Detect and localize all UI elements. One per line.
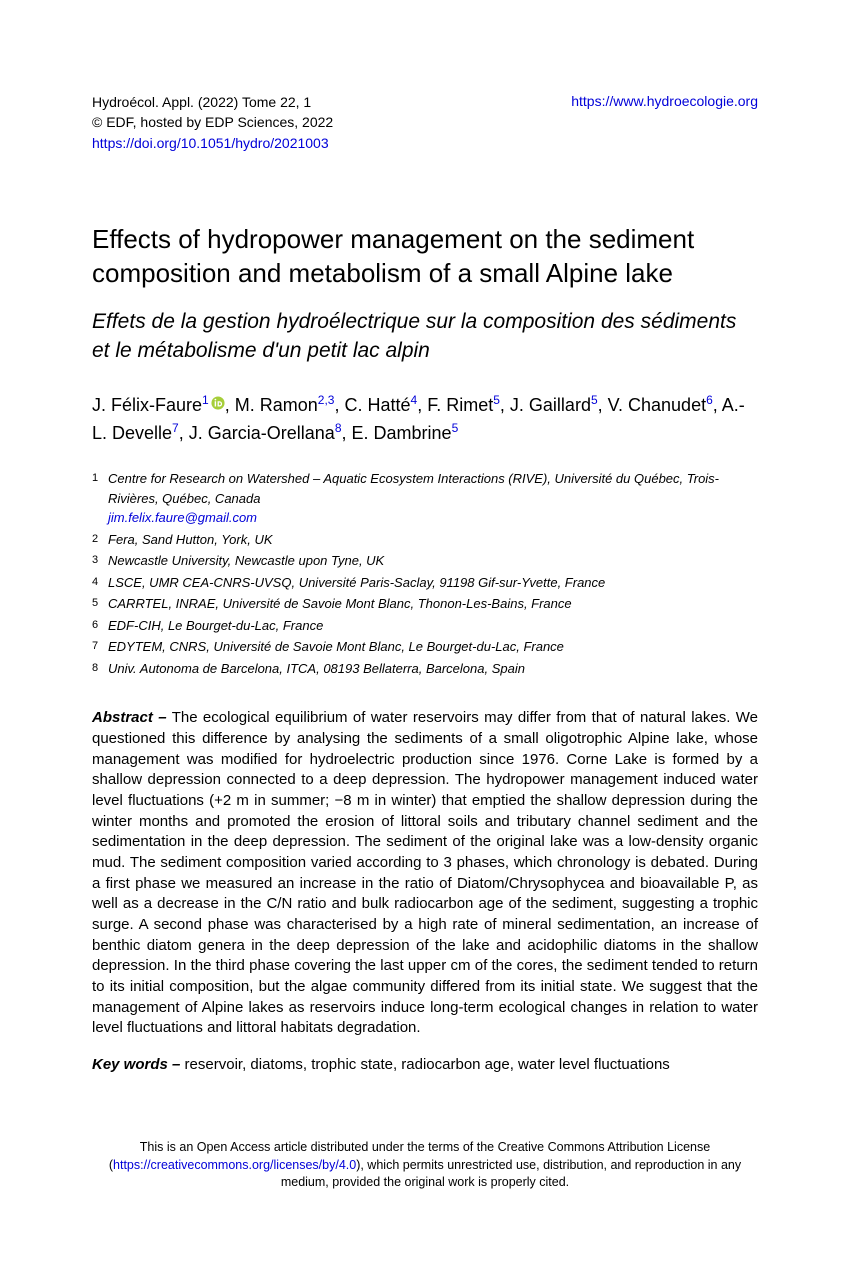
license-footer: This is an Open Access article distribut… xyxy=(92,1139,758,1192)
abstract-label: Abstract – xyxy=(92,709,167,726)
affiliation-text: LSCE, UMR CEA-CNRS-UVSQ, Université Pari… xyxy=(108,573,758,593)
affiliation-number: 2 xyxy=(92,530,108,550)
affiliation-body: Centre for Research on Watershed – Aquat… xyxy=(108,471,719,506)
affiliation-text: Univ. Autonoma de Barcelona, ITCA, 08193… xyxy=(108,659,758,679)
cc-license-link[interactable]: https://creativecommons.org/licenses/by/… xyxy=(113,1158,356,1172)
author: C. Hatté xyxy=(344,395,410,415)
affiliation-number: 5 xyxy=(92,594,108,614)
affiliation: 4 LSCE, UMR CEA-CNRS-UVSQ, Université Pa… xyxy=(92,573,758,593)
affiliation: 8 Univ. Autonoma de Barcelona, ITCA, 081… xyxy=(92,659,758,679)
author-affil-ref[interactable]: 5 xyxy=(591,393,598,407)
doi-link[interactable]: https://doi.org/10.1051/hydro/2021003 xyxy=(92,135,329,151)
publication-info: Hydroécol. Appl. (2022) Tome 22, 1 © EDF… xyxy=(92,92,333,153)
author-affil-ref[interactable]: 8 xyxy=(335,421,342,435)
author: J. Félix-Faure xyxy=(92,395,202,415)
author: M. Ramon xyxy=(235,395,318,415)
author: F. Rimet xyxy=(427,395,493,415)
author-affil-ref[interactable]: 1 xyxy=(202,393,209,407)
orcid-icon[interactable] xyxy=(211,391,225,405)
author-affil-ref[interactable]: 4 xyxy=(411,393,418,407)
author-affil-ref[interactable]: 2,3 xyxy=(318,393,335,407)
author-affil-ref[interactable]: 5 xyxy=(452,421,459,435)
affiliation: 6 EDF-CIH, Le Bourget-du-Lac, France xyxy=(92,616,758,636)
copyright-line: © EDF, hosted by EDP Sciences, 2022 xyxy=(92,112,333,132)
affiliation: 5 CARRTEL, INRAE, Université de Savoie M… xyxy=(92,594,758,614)
author-affil-ref[interactable]: 5 xyxy=(493,393,500,407)
author-affil-ref[interactable]: 7 xyxy=(172,421,179,435)
journal-site-link[interactable]: https://www.hydroecologie.org xyxy=(571,93,758,109)
affiliation-text: Fera, Sand Hutton, York, UK xyxy=(108,530,758,550)
corresponding-email-link[interactable]: jim.felix.faure@gmail.com xyxy=(108,510,257,525)
affiliation-text: EDF-CIH, Le Bourget-du-Lac, France xyxy=(108,616,758,636)
article-title: Effects of hydropower management on the … xyxy=(92,223,758,291)
article-subtitle-fr: Effets de la gestion hydroélectrique sur… xyxy=(92,308,758,365)
keywords: Key words – reservoir, diatoms, trophic … xyxy=(92,1055,758,1075)
keywords-body: reservoir, diatoms, trophic state, radio… xyxy=(185,1056,670,1073)
affiliation: 2 Fera, Sand Hutton, York, UK xyxy=(92,530,758,550)
affiliation-text: CARRTEL, INRAE, Université de Savoie Mon… xyxy=(108,594,758,614)
affiliation-number: 8 xyxy=(92,659,108,679)
abstract: Abstract – The ecological equilibrium of… xyxy=(92,708,758,1039)
affiliation-number: 4 xyxy=(92,573,108,593)
affiliation: 3 Newcastle University, Newcastle upon T… xyxy=(92,551,758,571)
affiliation-text: EDYTEM, CNRS, Université de Savoie Mont … xyxy=(108,637,758,657)
author: J. Gaillard xyxy=(510,395,591,415)
affiliation-text: Centre for Research on Watershed – Aquat… xyxy=(108,469,758,528)
abstract-body: The ecological equilibrium of water rese… xyxy=(92,709,758,1036)
affiliation-number: 3 xyxy=(92,551,108,571)
affiliation-number: 1 xyxy=(92,469,108,528)
affiliation-list: 1 Centre for Research on Watershed – Aqu… xyxy=(92,469,758,678)
author-list: J. Félix-Faure1, M. Ramon2,3, C. Hatté4,… xyxy=(92,391,758,447)
affiliation: 7 EDYTEM, CNRS, Université de Savoie Mon… xyxy=(92,637,758,657)
affiliation-number: 7 xyxy=(92,637,108,657)
keywords-label: Key words – xyxy=(92,1056,180,1073)
author: E. Dambrine xyxy=(352,423,452,443)
affiliation: 1 Centre for Research on Watershed – Aqu… xyxy=(92,469,758,528)
journal-line: Hydroécol. Appl. (2022) Tome 22, 1 xyxy=(92,92,333,112)
site-link-container: https://www.hydroecologie.org xyxy=(571,92,758,111)
affiliation-text: Newcastle University, Newcastle upon Tyn… xyxy=(108,551,758,571)
affiliation-number: 6 xyxy=(92,616,108,636)
page: Hydroécol. Appl. (2022) Tome 22, 1 © EDF… xyxy=(0,0,850,1252)
author-affil-ref[interactable]: 6 xyxy=(706,393,713,407)
header-row: Hydroécol. Appl. (2022) Tome 22, 1 © EDF… xyxy=(92,92,758,153)
author: V. Chanudet xyxy=(608,395,706,415)
author: J. Garcia-Orellana xyxy=(189,423,335,443)
